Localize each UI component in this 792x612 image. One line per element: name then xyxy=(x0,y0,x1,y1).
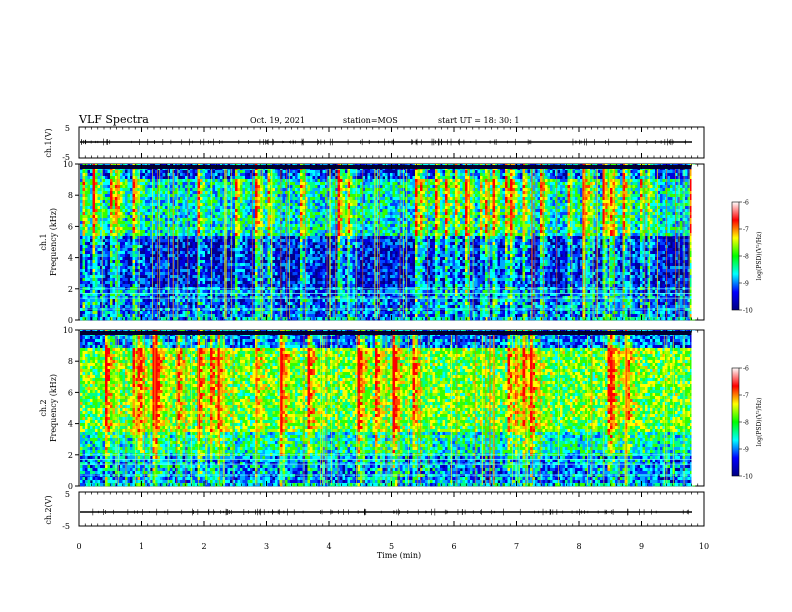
x-axis-label: Time (min) xyxy=(377,551,421,560)
x-tick-label: 8 xyxy=(576,542,581,551)
spec-ytick-label: 8 xyxy=(68,191,73,200)
ch2-spectrogram-panel: 0 2 4 6 8 10 ch.2 Frequency (kHz) xyxy=(39,326,705,491)
ch1-waveform-panel: 5 -5 ch.1(V) xyxy=(44,124,705,162)
x-tick-label: 5 xyxy=(389,542,394,551)
ch1-ytick-top: 5 xyxy=(65,124,70,133)
chart-date: Oct. 19, 2021 xyxy=(250,116,305,125)
colorbar xyxy=(731,367,740,477)
x-tick-label: 1 xyxy=(139,542,144,551)
colorbar-tick-label: -6 xyxy=(743,366,749,373)
spec-ytick-label: 4 xyxy=(68,254,73,263)
colorbar-tick-label: -10 xyxy=(743,474,753,481)
ch1-spec-ylabel: Frequency (kHz) xyxy=(49,208,58,276)
x-tick-label: 3 xyxy=(264,542,269,551)
colorbar-tick-label: -9 xyxy=(743,281,749,288)
colorbar-tick-label: -6 xyxy=(743,200,749,207)
spec-ytick-label: 4 xyxy=(68,420,73,429)
colorbar-tick-label: -8 xyxy=(743,420,749,427)
spec-ytick-label: 2 xyxy=(68,285,73,294)
colorbar-tick-label: -10 xyxy=(743,308,753,315)
colorbar xyxy=(731,201,740,311)
ch2-waveform-panel: 5 -5 ch.2(V) xyxy=(44,490,705,531)
ch2-spec-ylabel: Frequency (kHz) xyxy=(49,374,58,442)
x-tick-label: 10 xyxy=(699,542,709,551)
chart-station: station=MOS xyxy=(343,116,398,125)
spec-ytick-label: 10 xyxy=(63,160,73,169)
colorbar-label: log(PSD)(V²/Hz) xyxy=(756,232,763,281)
x-tick-label: 2 xyxy=(201,542,206,551)
spec-ytick-label: 6 xyxy=(68,222,73,231)
x-tick-label: 9 xyxy=(639,542,644,551)
colorbar-label: log(PSD)(V²/Hz) xyxy=(756,398,763,447)
spec-ytick-label: 8 xyxy=(68,357,73,366)
spec-ytick-label: 6 xyxy=(68,388,73,397)
x-tick-label: 6 xyxy=(451,542,456,551)
ch1-ytick-bottom: -5 xyxy=(62,153,70,162)
x-tick-label: 7 xyxy=(514,542,519,551)
spec-ytick-label: 0 xyxy=(68,316,73,325)
chart-start-time: start UT = 18: 30: 1 xyxy=(438,116,519,125)
ch1-spectrogram-panel: 0 2 4 6 8 10 ch.1 Frequency (kHz) xyxy=(39,160,705,325)
ch2-ytick-top: 5 xyxy=(65,490,70,499)
colorbar-tick-label: -9 xyxy=(743,447,749,454)
colorbar-tick-label: -7 xyxy=(743,227,749,234)
ch2-ytick-bottom: -5 xyxy=(62,522,70,531)
spec-ytick-label: 0 xyxy=(68,482,73,491)
chart-title: VLF Spectra xyxy=(78,113,149,126)
ch2-spec-ylabel-top: ch.2 xyxy=(39,399,48,416)
ch1-spec-ylabel-top: ch.1 xyxy=(39,233,48,250)
x-tick-label: 4 xyxy=(326,542,331,551)
x-tick-label: 0 xyxy=(76,542,81,551)
ch2-waveform-ylabel: ch.2(V) xyxy=(44,495,53,524)
colorbar-tick-label: -7 xyxy=(743,393,749,400)
ch1-waveform-ylabel: ch.1(V) xyxy=(44,128,53,157)
spec-ytick-label: 10 xyxy=(63,326,73,335)
colorbar-tick-label: -8 xyxy=(743,254,749,261)
spec-ytick-label: 2 xyxy=(68,451,73,460)
